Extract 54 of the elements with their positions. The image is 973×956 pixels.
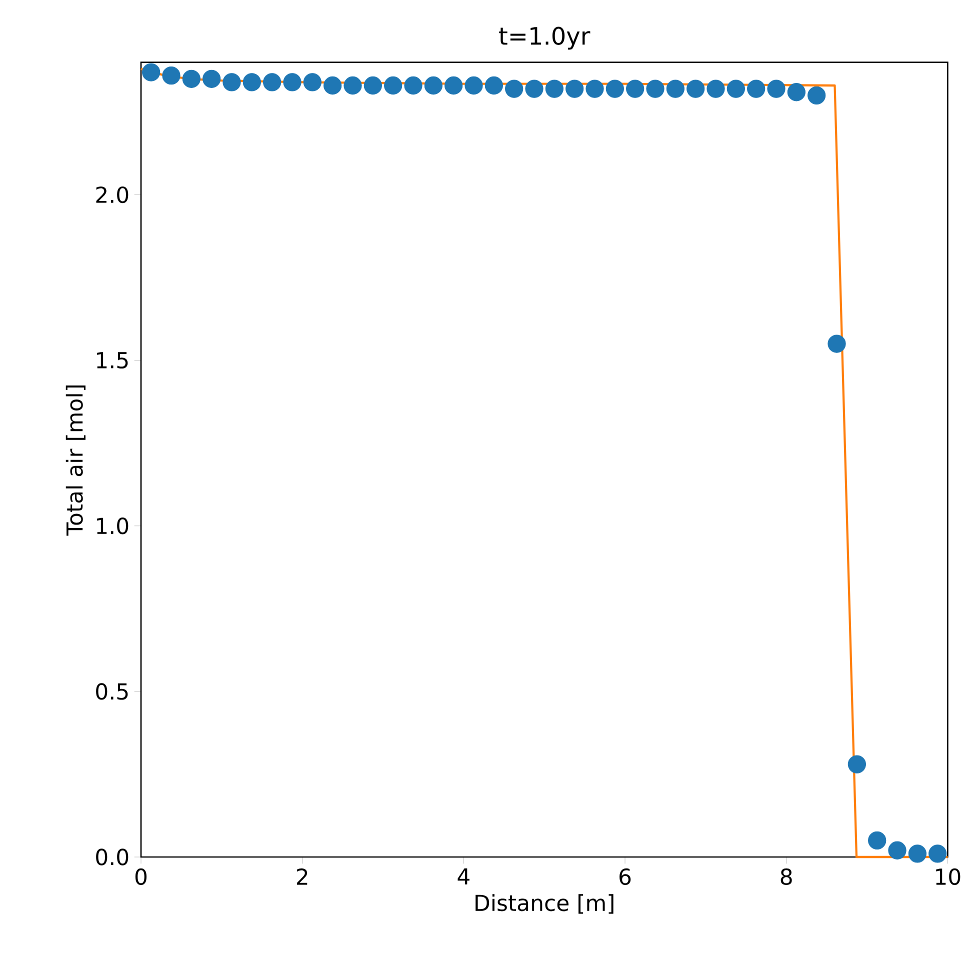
point <box>606 80 624 98</box>
point <box>364 76 382 95</box>
point <box>566 80 584 98</box>
point <box>888 841 906 860</box>
point <box>908 844 926 863</box>
point <box>828 334 846 353</box>
point <box>484 76 503 95</box>
point <box>706 80 725 98</box>
point <box>424 76 442 95</box>
point <box>525 80 544 98</box>
y-tick-label: 1.0 <box>97 518 128 534</box>
point <box>222 73 241 92</box>
point <box>928 844 947 863</box>
point <box>868 831 886 850</box>
point <box>646 80 664 98</box>
x-tick-label: 6 <box>620 868 631 886</box>
point <box>464 76 483 95</box>
y-tick-label: 2.0 <box>96 186 128 204</box>
point <box>444 76 463 95</box>
point <box>202 70 221 88</box>
point <box>545 80 564 98</box>
x-tick-label: 2 <box>296 868 308 885</box>
x-tick-label: 0 <box>135 868 147 886</box>
point <box>767 80 786 98</box>
point <box>586 80 604 98</box>
point <box>324 76 342 95</box>
point <box>142 63 160 82</box>
point <box>848 755 866 774</box>
point <box>303 73 322 92</box>
x-tick-label: 8 <box>780 868 792 886</box>
y-tick-label: 0.0 <box>96 848 128 866</box>
point <box>263 73 282 92</box>
y-tick-label: 1.5 <box>97 352 128 369</box>
x-tick-label: 10 <box>936 868 960 886</box>
point <box>162 66 180 85</box>
point <box>787 83 806 102</box>
point <box>242 73 261 92</box>
point <box>182 70 200 88</box>
point <box>666 80 684 98</box>
point <box>808 86 826 105</box>
x-tick-label: 4 <box>458 868 470 884</box>
point <box>344 76 362 95</box>
point <box>726 80 745 98</box>
chart-title: t=1.0yr <box>499 26 590 50</box>
point <box>384 76 402 95</box>
point <box>505 80 524 98</box>
y-axis-title: Total air [mol] <box>66 385 86 536</box>
y-tick-label: 0.5 <box>96 683 128 700</box>
point <box>686 80 705 98</box>
point <box>404 76 422 95</box>
x-axis-title: Distance [m] <box>476 894 614 914</box>
point <box>747 80 766 98</box>
point <box>626 80 644 98</box>
point <box>283 73 302 92</box>
